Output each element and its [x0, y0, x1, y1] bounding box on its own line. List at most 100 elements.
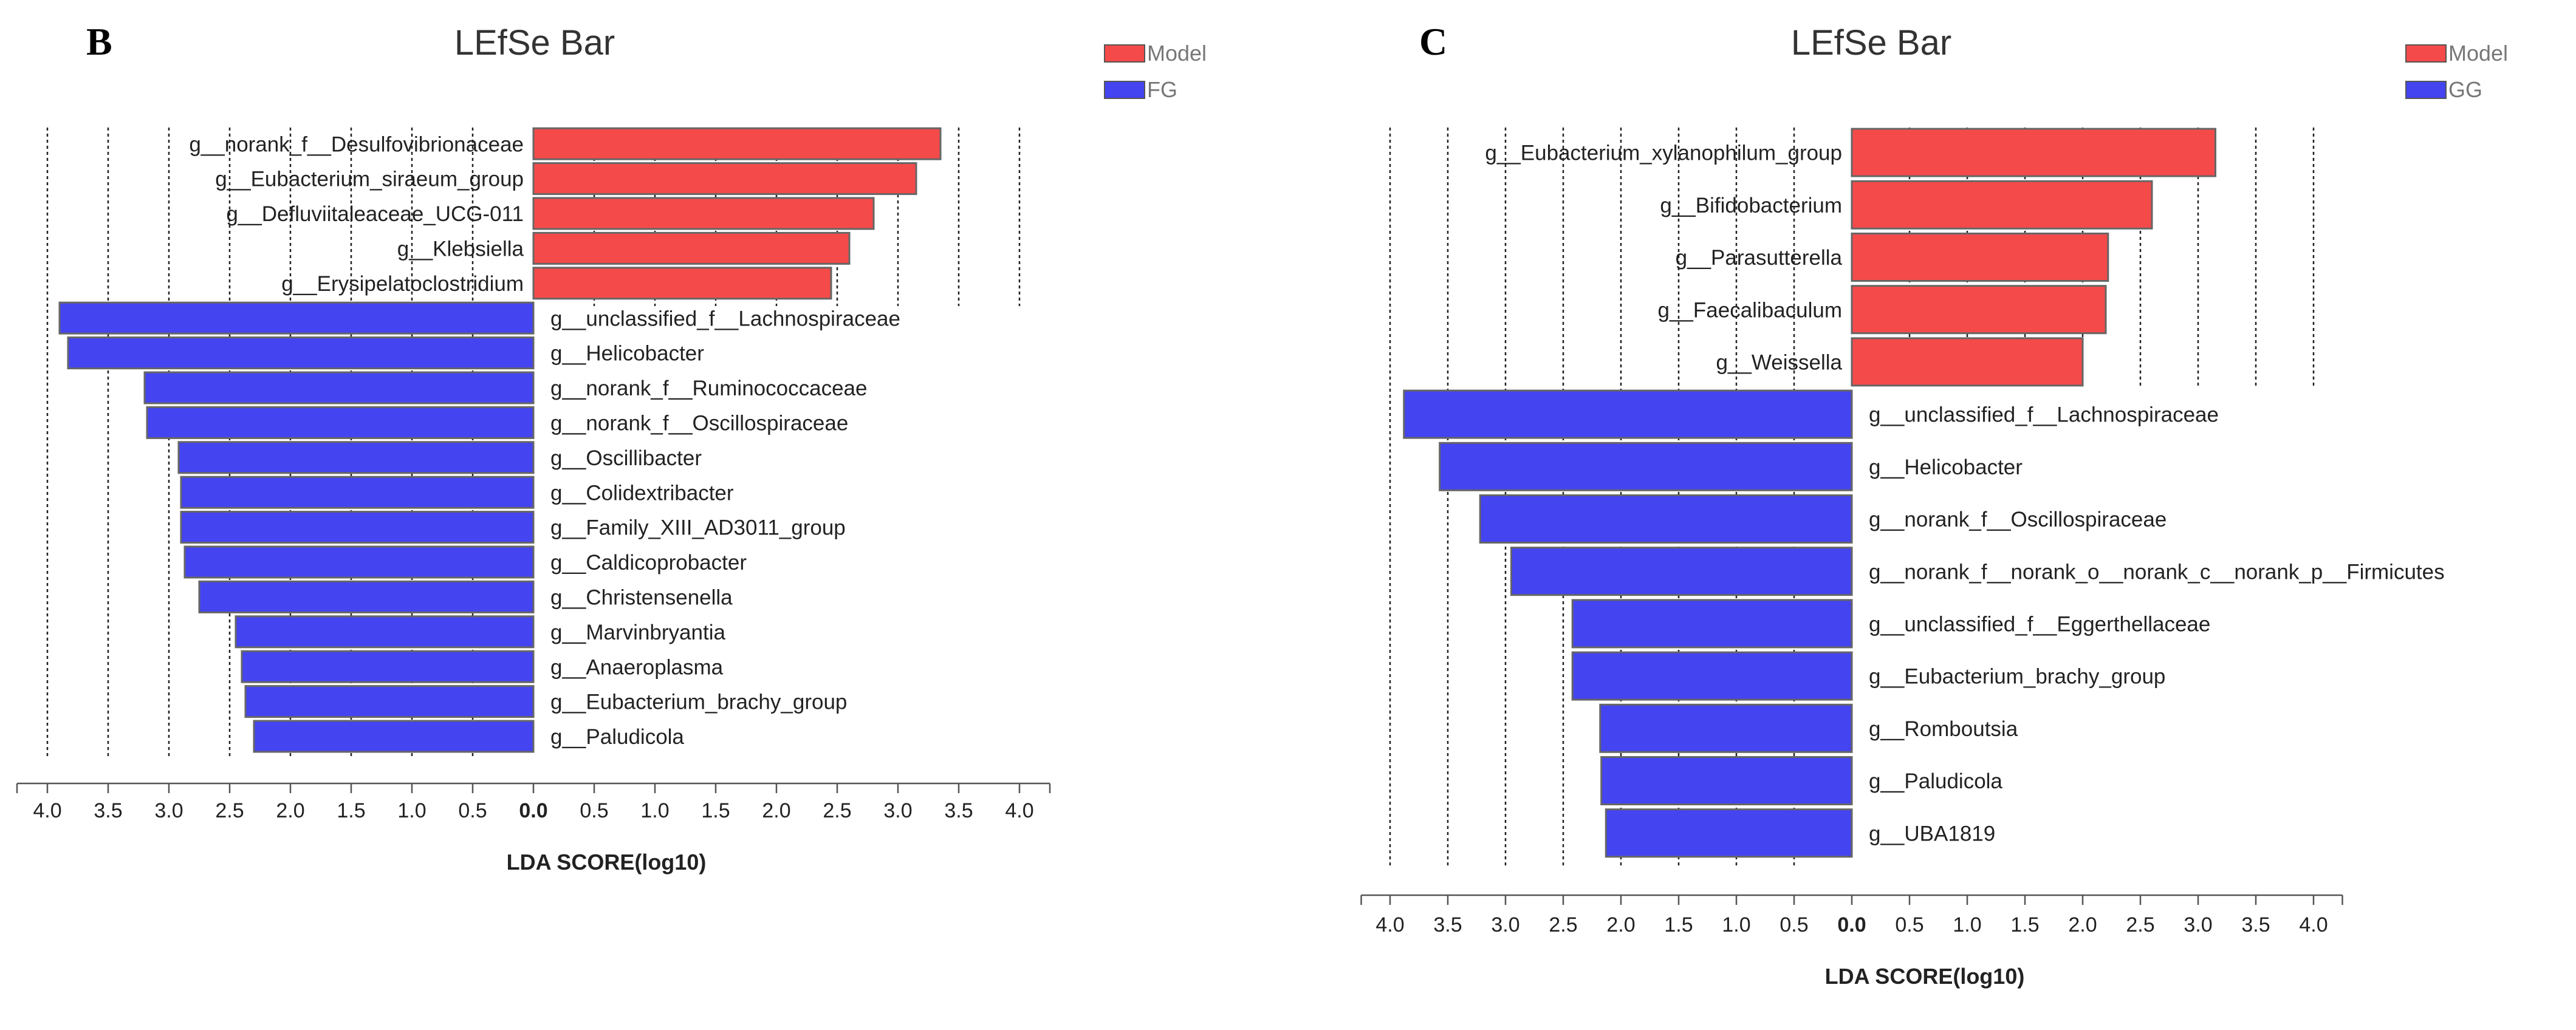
bar-gg: [1439, 442, 1853, 491]
bar-gg: [1479, 494, 1853, 544]
bar-fg: [143, 371, 535, 404]
bar-gg: [1599, 703, 1853, 753]
bar-fg: [67, 336, 535, 370]
bar-fg: [244, 685, 535, 718]
category-label: g__norank_f__Oscillospiraceae: [550, 412, 848, 435]
x-tick-label: 2.5: [2126, 913, 2154, 936]
bar-gg: [1403, 389, 1853, 439]
category-label: g__UBA1819: [1869, 822, 1995, 845]
category-label: g__Defluviitaleaceae_UCG-011: [226, 202, 524, 226]
chart-title: LEfSe Bar: [454, 23, 615, 63]
category-label: g__Parasutterella: [1676, 246, 1843, 270]
category-label: g__Christensenella: [550, 586, 733, 610]
legend-swatch-gg: [2405, 81, 2447, 99]
bar-gg: [1605, 808, 1853, 858]
x-axis-label: LDA SCORE(log10): [507, 850, 707, 875]
x-tick-label: 3.0: [154, 799, 183, 822]
legend-swatch-model: [2405, 44, 2447, 63]
x-tick-label: 3.5: [944, 799, 973, 822]
x-tick-label: 3.5: [1433, 913, 1462, 936]
category-label: g__Paludicola: [550, 725, 684, 749]
category-label: g__Helicobacter: [1869, 455, 2023, 479]
bar-model: [1851, 285, 2107, 335]
category-label: g__Oscillibacter: [550, 446, 702, 470]
category-label: g__Helicobacter: [550, 342, 704, 366]
bar-gg: [1510, 547, 1853, 596]
x-tick-label: 1.5: [1664, 913, 1693, 936]
bar-fg: [198, 580, 535, 613]
x-tick-label: 4.0: [33, 799, 61, 822]
bar-model: [532, 162, 917, 196]
bar-gg: [1600, 756, 1853, 805]
category-label: g__unclassified_f__Lachnospiraceae: [550, 307, 900, 330]
category-label: g__unclassified_f__Eggerthellaceae: [1869, 613, 2210, 636]
x-tick-label: 2.0: [1606, 913, 1635, 936]
x-tick-label: 4.0: [1005, 799, 1033, 822]
x-tick-label: 1.0: [1953, 913, 1981, 936]
legend-swatch-model: [1104, 44, 1145, 63]
legend-label-gg: GG: [2448, 77, 2482, 102]
category-label: g__norank_f__Oscillospiraceae: [1869, 508, 2167, 531]
bar-model: [1851, 180, 2153, 230]
x-tick-label: 3.0: [883, 799, 912, 822]
x-tick-label: 0.0: [519, 799, 547, 822]
bar-gg: [1571, 651, 1853, 701]
bar-fg: [241, 650, 535, 683]
x-tick-label: 0.5: [1895, 913, 1923, 936]
chart-title: LEfSe Bar: [1791, 23, 1951, 63]
x-tick-label: 1.0: [397, 799, 426, 822]
bar-model: [532, 197, 875, 230]
x-tick-label: 1.5: [337, 799, 365, 822]
x-tick-label: 2.5: [215, 799, 244, 822]
x-tick-label: 1.0: [1722, 913, 1750, 936]
x-tick-label: 2.5: [1549, 913, 1577, 936]
category-label: g__norank_f__Ruminococcaceae: [550, 377, 867, 400]
x-axis-label: LDA SCORE(log10): [1825, 964, 2025, 989]
category-label: g__norank_f__norank_o__norank_c__norank_…: [1869, 560, 2445, 584]
bar-model: [532, 231, 851, 265]
category-label: g__Faecalibaculum: [1657, 298, 1842, 322]
legend-label-model: Model: [1147, 41, 1207, 66]
x-tick-label: 4.0: [2299, 913, 2328, 936]
legend-label-fg: FG: [1147, 77, 1177, 102]
bar-fg: [180, 511, 535, 544]
x-tick-label: 0.0: [1837, 913, 1866, 936]
legend-label-model: Model: [2448, 41, 2508, 66]
bar-fg: [183, 545, 535, 579]
x-tick-label: 1.5: [701, 799, 730, 822]
category-label: g__norank_f__Desulfovibrionaceae: [189, 132, 524, 156]
x-tick-label: 2.0: [762, 799, 790, 822]
x-tick-label: 3.0: [1491, 913, 1519, 936]
bar-fg: [146, 406, 535, 439]
category-label: g__Erysipelatoclostridium: [281, 272, 524, 296]
category-label: g__Eubacterium_xylanophilum_group: [1485, 142, 1842, 165]
bar-fg: [58, 301, 535, 335]
bar-fg: [235, 615, 535, 649]
panel-letter: C: [1419, 20, 1447, 63]
category-label: g__Colidextribacter: [550, 481, 734, 505]
x-tick-label: 2.5: [823, 799, 851, 822]
category-label: g__Klebsiella: [397, 237, 524, 261]
category-label: g__Caldicoprobacter: [550, 551, 747, 575]
category-label: g__Eubacterium_siraeum_group: [215, 168, 524, 191]
bar-gg: [1571, 599, 1853, 649]
panel-letter: B: [86, 20, 112, 63]
category-label: g__Paludicola: [1869, 769, 2002, 793]
category-label: g__Weissella: [1716, 351, 1842, 375]
x-tick-label: 0.5: [458, 799, 487, 822]
category-label: g__Anaeroplasma: [550, 655, 724, 679]
bar-fg: [253, 720, 535, 753]
x-tick-label: 4.0: [1375, 913, 1404, 936]
category-label: g__Marvinbryantia: [550, 621, 725, 644]
category-label: g__Eubacterium_brachy_group: [550, 691, 847, 714]
bar-model: [1851, 233, 2109, 282]
category-label: g__unclassified_f__Lachnospiraceae: [1869, 403, 2219, 427]
chart-panel-c: C LEfSe Bar Model GG g__Eubacterium_xylanoph…: [1360, 20, 2508, 989]
x-tick-label: 0.5: [1780, 913, 1808, 936]
bar-model: [532, 127, 942, 160]
x-tick-label: 3.0: [2184, 913, 2212, 936]
x-tick-label: 2.0: [276, 799, 304, 822]
category-label: g__Family_XIII_AD3011_group: [550, 516, 846, 540]
x-tick-label: 3.5: [94, 799, 122, 822]
